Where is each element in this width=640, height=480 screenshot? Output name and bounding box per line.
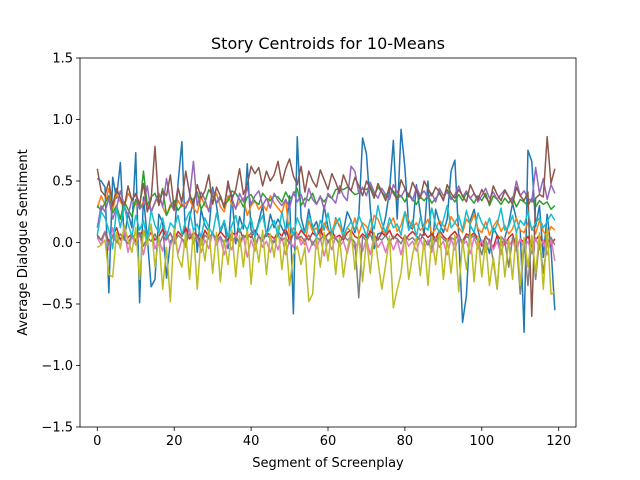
y-tick-label: −0.5: [41, 298, 73, 313]
x-tick-label: 120: [546, 434, 571, 449]
series-line-9: [96, 204, 556, 250]
y-tick-label: 1.0: [52, 113, 73, 128]
x-tick-label: 80: [397, 434, 414, 449]
y-tick-label: 0.5: [52, 175, 73, 190]
x-tick-label: 60: [320, 434, 337, 449]
y-tick-label: −1.5: [41, 421, 73, 436]
series-line-5: [96, 135, 556, 318]
chart-title: Story Centroids for 10-Means: [211, 34, 445, 53]
x-tick-label: 20: [166, 434, 183, 449]
series-line-8: [96, 223, 556, 309]
y-tick-label: −1.0: [41, 359, 73, 374]
y-axis: −1.5 −1.0 −0.5 0.0 0.5 1.0 1.5: [41, 52, 80, 436]
series-lines: [96, 128, 556, 334]
x-axis-label: Segment of Screenplay: [252, 456, 404, 471]
x-tick-label: 100: [469, 434, 494, 449]
x-tick-label: 40: [243, 434, 260, 449]
x-tick-label: 0: [93, 434, 101, 449]
x-axis: 0 20 40 60 80 100 120: [93, 427, 571, 449]
y-axis-label: Average Dialogue Sentiment: [16, 149, 31, 336]
y-tick-label: 1.5: [52, 52, 73, 67]
y-tick-label: 0.0: [52, 236, 73, 251]
